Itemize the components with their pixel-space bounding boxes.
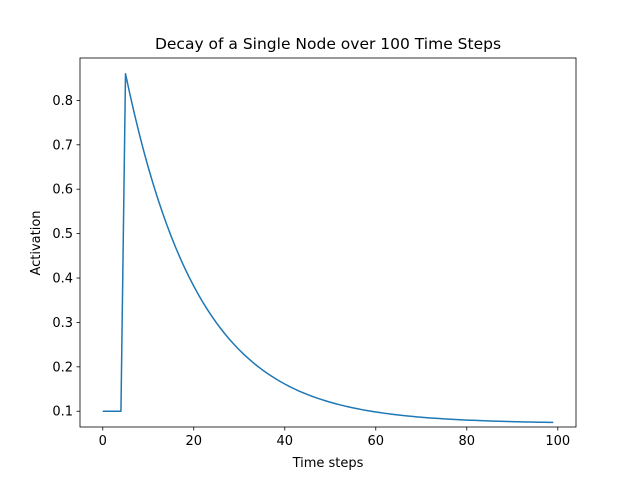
x-axis-label: Time steps bbox=[292, 456, 364, 471]
y-tick-label-0.5: 0.5 bbox=[52, 227, 73, 242]
x-tick-label-0: 0 bbox=[99, 434, 107, 449]
y-axis-label: Activation bbox=[29, 210, 44, 275]
x-tick-label-80: 80 bbox=[459, 434, 476, 449]
x-tick-label-20: 20 bbox=[185, 434, 202, 449]
x-tick-label-100: 100 bbox=[545, 434, 570, 449]
y-tick-label-0.4: 0.4 bbox=[52, 272, 73, 287]
x-tick-label-60: 60 bbox=[368, 434, 385, 449]
series-line-0 bbox=[102, 73, 554, 424]
x-tick-label-40: 40 bbox=[276, 434, 293, 449]
chart-title: Decay of a Single Node over 100 Time Ste… bbox=[155, 35, 501, 53]
plot-area: 0 20 40 60 80 100 0.1 0.2 0.3 0.4 0.5 0.6 0.7 0.8 bbox=[52, 57, 577, 449]
y-tick-label-0.7: 0.7 bbox=[52, 138, 73, 153]
y-tick-label-0.3: 0.3 bbox=[52, 316, 73, 331]
y-tick-label-0.2: 0.2 bbox=[52, 360, 73, 375]
y-tick-label-0.6: 0.6 bbox=[52, 183, 73, 198]
y-tick-label-0.8: 0.8 bbox=[52, 94, 73, 109]
axes-frame bbox=[79, 57, 577, 428]
y-tick-label-0.1: 0.1 bbox=[52, 405, 73, 420]
